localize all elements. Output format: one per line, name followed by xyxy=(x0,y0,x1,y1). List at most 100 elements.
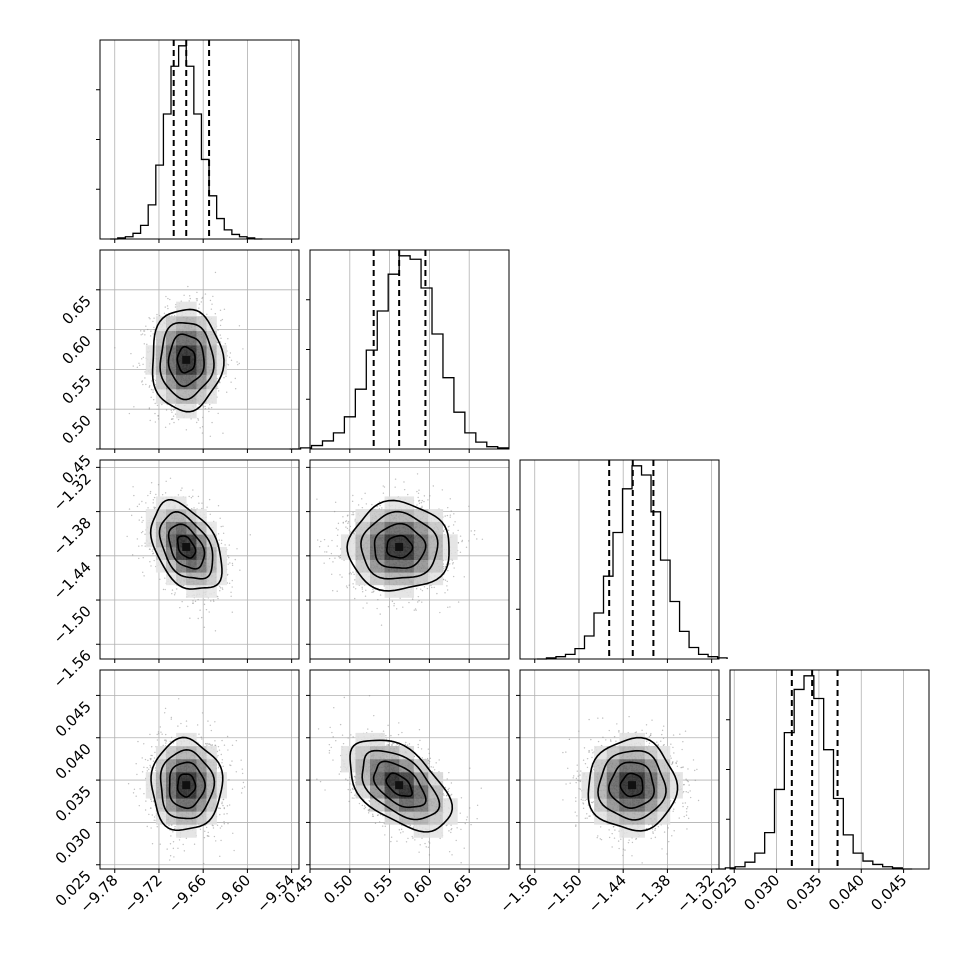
sample-point xyxy=(197,617,199,620)
sample-point xyxy=(414,608,417,610)
sample-point xyxy=(136,505,139,508)
sample-point xyxy=(181,487,183,489)
density-cell xyxy=(186,509,197,523)
sample-point xyxy=(431,586,433,589)
sample-point xyxy=(219,589,221,592)
density-cell xyxy=(206,388,217,404)
y-tick-label: 0.65 xyxy=(58,292,94,328)
sample-point xyxy=(164,588,166,591)
sample-point xyxy=(376,505,378,508)
sample-point xyxy=(203,626,206,628)
sample-point xyxy=(136,366,139,369)
density-cell xyxy=(166,316,177,332)
sample-point xyxy=(147,328,149,331)
sample-point xyxy=(421,589,424,592)
sample-point xyxy=(339,556,342,559)
contour-line xyxy=(149,499,223,590)
sample-point xyxy=(153,328,155,331)
sample-point xyxy=(189,297,191,300)
contour-line xyxy=(176,535,197,559)
sample-point xyxy=(242,348,244,350)
sample-point xyxy=(394,478,397,480)
sample-point xyxy=(201,502,203,504)
density-cell xyxy=(145,345,157,361)
sample-point xyxy=(167,307,169,310)
sample-point xyxy=(149,335,152,337)
sample-point xyxy=(169,477,172,480)
sample-point xyxy=(144,545,146,547)
density-cell xyxy=(176,509,187,523)
sample-point xyxy=(148,408,150,410)
sample-point xyxy=(221,318,224,321)
sample-point xyxy=(449,606,451,608)
sample-point xyxy=(387,606,390,608)
sample-point xyxy=(237,363,239,366)
sample-point xyxy=(345,526,347,528)
density-cell xyxy=(196,345,207,361)
sample-point xyxy=(346,586,349,589)
sample-point xyxy=(357,504,360,506)
sample-point xyxy=(202,406,205,408)
sample-point xyxy=(152,320,154,323)
sample-point xyxy=(476,538,478,540)
sample-point xyxy=(204,599,206,601)
density-cell xyxy=(196,509,207,523)
sample-point xyxy=(149,419,151,422)
sample-point xyxy=(238,325,241,327)
sample-point xyxy=(151,380,153,382)
sample-point xyxy=(142,571,144,573)
sample-point xyxy=(192,602,195,604)
density-cell xyxy=(196,559,207,573)
sample-point xyxy=(376,607,378,610)
sample-point xyxy=(418,489,420,491)
density-cell xyxy=(186,388,197,404)
sample-point xyxy=(197,495,200,498)
sample-point xyxy=(351,500,354,503)
density-cell xyxy=(196,316,207,332)
sample-point xyxy=(427,499,429,501)
sample-point xyxy=(432,485,435,487)
sample-point xyxy=(132,486,134,488)
sample-point xyxy=(226,582,229,584)
sample-point xyxy=(361,591,364,593)
sample-point xyxy=(164,577,166,579)
sample-point xyxy=(143,575,145,577)
sample-point xyxy=(148,316,150,319)
sample-point xyxy=(226,391,228,393)
sample-point xyxy=(447,529,450,532)
sample-point xyxy=(133,406,135,408)
sample-point xyxy=(173,594,176,596)
sample-point xyxy=(173,315,176,317)
sample-point xyxy=(180,300,182,302)
x-tick-label: 0.030 xyxy=(740,871,783,914)
sample-point xyxy=(201,507,203,510)
sample-point xyxy=(196,421,198,424)
sample-point xyxy=(142,530,144,533)
density-cell xyxy=(196,359,207,375)
sample-point xyxy=(421,499,423,502)
density-cell xyxy=(176,345,187,361)
sample-point xyxy=(170,409,172,412)
sample-point xyxy=(228,356,231,359)
sample-point xyxy=(219,381,221,384)
sample-point xyxy=(187,285,189,288)
sample-point xyxy=(231,579,233,582)
density-cell xyxy=(186,345,197,361)
sample-point xyxy=(149,548,151,550)
sample-point xyxy=(200,301,203,303)
sample-point xyxy=(162,588,165,591)
density-cell xyxy=(186,584,197,598)
sample-point xyxy=(156,313,158,316)
sample-point xyxy=(354,597,356,600)
sample-point xyxy=(362,607,364,609)
panel-frame xyxy=(309,249,510,450)
density-cell xyxy=(196,584,207,598)
sample-point xyxy=(151,550,154,552)
sample-point xyxy=(150,388,153,391)
sample-point xyxy=(230,359,233,362)
sample-point xyxy=(144,334,146,336)
sample-point xyxy=(152,399,155,401)
sample-point xyxy=(377,598,379,601)
sample-point xyxy=(210,308,213,310)
sample-point xyxy=(174,404,177,406)
